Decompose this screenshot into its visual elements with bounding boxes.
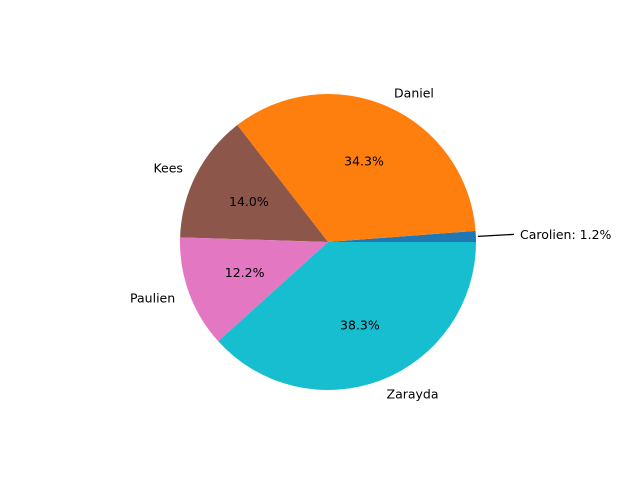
slice-label-zarayda: Zarayda (387, 386, 439, 401)
percent-label-zarayda: 38.3% (340, 317, 380, 332)
callout-line-carolien (477, 233, 515, 237)
pie-slice-carolien (328, 230, 476, 242)
slice-label-paulien: Paulien (130, 291, 175, 306)
percent-label-paulien: 12.2% (225, 265, 265, 280)
percent-label-kees: 14.0% (229, 194, 269, 209)
pie-slice-zarayda (218, 242, 476, 391)
callout-label-carolien: Carolien: 1.2% (520, 227, 612, 242)
pie-slice-daniel (237, 94, 476, 242)
slice-label-daniel: Daniel (394, 86, 434, 101)
pie-slices (179, 94, 476, 391)
slice-label-kees: Kees (153, 161, 182, 176)
pie-slice-kees (180, 125, 328, 242)
percent-label-daniel: 34.3% (344, 153, 384, 168)
pie-slice-paulien (179, 237, 328, 342)
pie-labels: Carolien: 1.2% Daniel 34.3% Kees 14.0% Paulie… (130, 86, 611, 402)
